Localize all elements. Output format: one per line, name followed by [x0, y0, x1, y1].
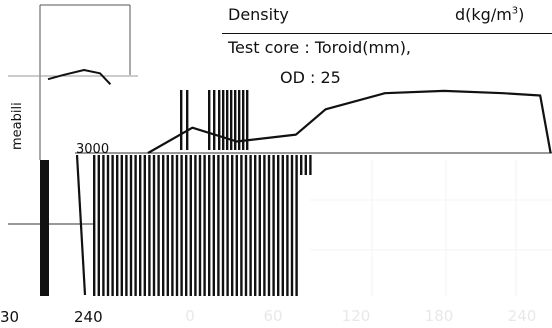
- stripe-bottom-26: [212, 155, 215, 296]
- stripe-bottom-35: [254, 155, 257, 296]
- stripe-bottom-45: [300, 155, 303, 175]
- stripe-bottom-1: [97, 155, 100, 296]
- stripe-mid-6: [226, 90, 229, 150]
- stripe-mid-7: [230, 90, 233, 150]
- stripe-mid-9: [238, 90, 241, 150]
- stripe-bottom-14: [157, 155, 160, 296]
- stripe-mid-1: [186, 90, 189, 150]
- stripe-group-middle: [180, 90, 249, 150]
- stripe-bottom-20: [185, 155, 188, 296]
- stripe-bottom-2: [102, 155, 105, 296]
- stripe-bottom-4: [111, 155, 114, 296]
- x-tick-faded-1: 60: [263, 307, 282, 325]
- stripe-bottom-7: [125, 155, 128, 296]
- x-tick-faded-4: 240: [508, 307, 537, 325]
- x-tick-labels-faded: 0 60 120 180 240: [185, 307, 536, 325]
- stripe-bottom-0: [93, 155, 96, 296]
- density-unit-superscript: 3: [511, 5, 519, 17]
- stripe-bottom-17: [171, 155, 174, 296]
- stripe-bottom-40: [277, 155, 280, 296]
- curve-inset-peak: [47, 69, 112, 85]
- left-panel-guides: [8, 152, 552, 225]
- stripe-bottom-30: [231, 155, 234, 296]
- stripe-bottom-8: [129, 155, 133, 296]
- stripe-bottom-46: [304, 155, 307, 175]
- density-label: Density: [228, 5, 289, 24]
- stripe-bottom-36: [258, 155, 261, 296]
- density-unit: d(kg/m3): [455, 5, 524, 24]
- stripe-bottom-37: [263, 155, 266, 296]
- stripe-group-bottom: [93, 155, 312, 296]
- stripe-bottom-13: [152, 155, 156, 296]
- stripe-mid-10: [242, 90, 245, 150]
- stripe-bottom-23: [198, 155, 202, 296]
- stripe-bottom-16: [166, 155, 169, 296]
- x-tick-label-left: 30: [0, 308, 20, 326]
- stripe-bottom-42: [286, 155, 289, 296]
- stripe-bottom-28: [221, 155, 225, 296]
- stripe-bottom-38: [267, 155, 271, 296]
- curve-left-drop: [75, 154, 87, 296]
- stripe-bottom-9: [134, 155, 137, 296]
- stripe-bottom-12: [148, 155, 151, 296]
- stripe-bottom-34: [249, 155, 252, 296]
- test-core-label: Test core : Toroid(mm),: [228, 38, 412, 57]
- stripe-mid-5: [222, 90, 225, 150]
- stripe-bottom-24: [203, 155, 206, 296]
- stripe-bottom-5: [116, 155, 119, 296]
- stripe-bottom-47: [309, 155, 312, 175]
- stripe-bottom-19: [180, 155, 183, 296]
- stripe-mid-8: [234, 90, 237, 150]
- stripe-bottom-18: [175, 155, 179, 296]
- stripe-bottom-11: [143, 155, 146, 296]
- density-unit-text: d(kg/m: [455, 5, 512, 24]
- stripe-bottom-27: [217, 155, 220, 296]
- left-axis-bar: [40, 160, 49, 296]
- stripe-mid-4: [218, 90, 221, 150]
- x-tick-label-right: 240: [74, 308, 103, 326]
- stripe-bottom-22: [194, 155, 197, 296]
- stripe-bottom-21: [189, 155, 192, 296]
- stripe-bottom-29: [226, 155, 229, 296]
- inset-frame: [8, 4, 138, 160]
- y-tick-label: 3000: [76, 142, 110, 157]
- stripe-bottom-6: [120, 155, 123, 296]
- stripe-bottom-44: [295, 155, 298, 296]
- stripe-bottom-3: [106, 155, 110, 296]
- stripe-mid-0: [180, 90, 183, 150]
- stripe-bottom-39: [272, 155, 275, 296]
- stripe-bottom-15: [162, 155, 165, 296]
- stripe-mid-2: [208, 90, 211, 150]
- stripe-mid-3: [213, 90, 216, 150]
- y-axis-title-fragment: meabili: [10, 102, 25, 150]
- x-tick-faded-0: 0: [185, 307, 195, 325]
- stripe-bottom-33: [244, 155, 248, 296]
- curve-layer: [47, 69, 552, 296]
- stripe-bottom-32: [240, 155, 243, 296]
- stripe-bottom-31: [235, 155, 238, 296]
- stripe-bottom-10: [139, 155, 142, 296]
- x-tick-faded-2: 120: [342, 307, 371, 325]
- bottom-panel-grid: [310, 160, 552, 296]
- curve-main: [147, 89, 552, 154]
- stripe-bottom-43: [290, 155, 294, 296]
- od-label: OD : 25: [280, 68, 341, 87]
- stripe-bottom-41: [281, 155, 284, 296]
- density-unit-close: ): [518, 5, 525, 24]
- stripe-mid-11: [246, 90, 249, 150]
- spec-table-rule: [222, 33, 552, 35]
- stripe-bottom-25: [208, 155, 211, 296]
- x-tick-faded-3: 180: [425, 307, 454, 325]
